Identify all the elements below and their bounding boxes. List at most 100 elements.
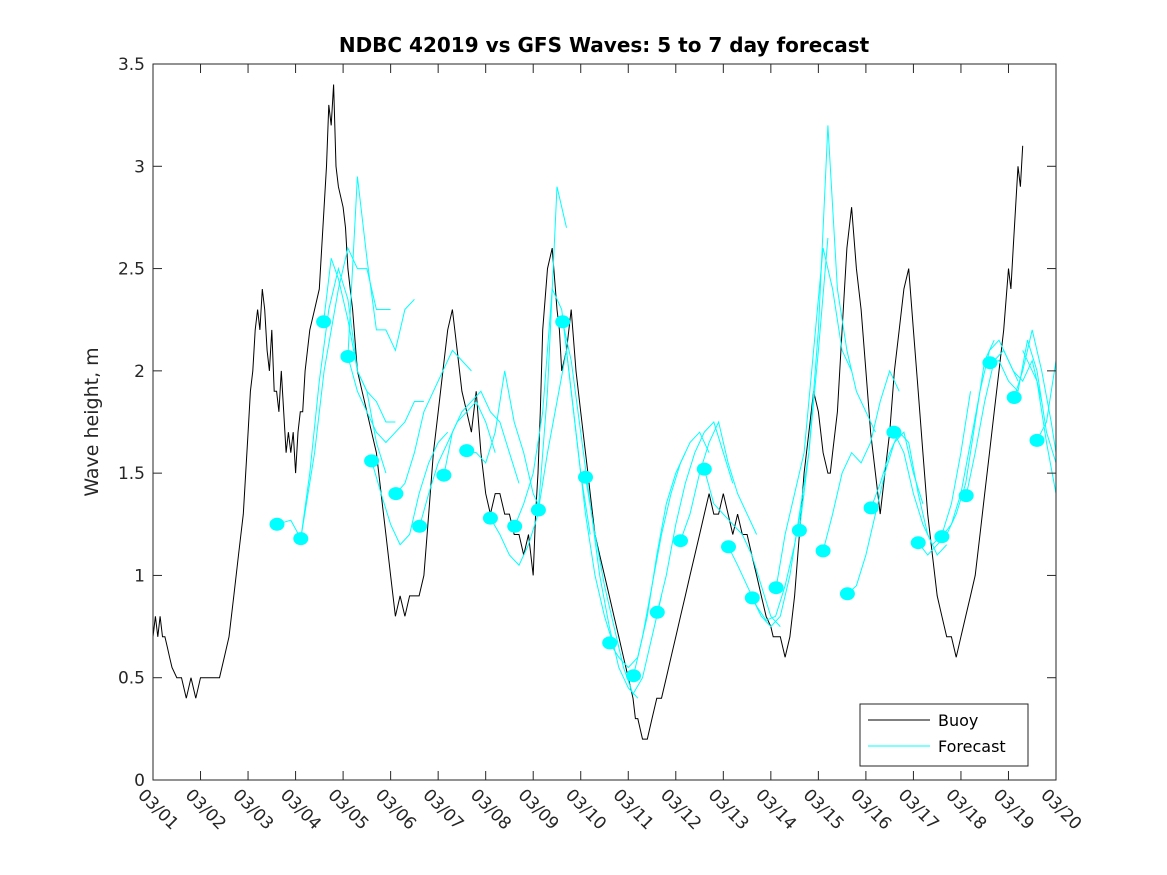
forecast-trace: [489, 186, 567, 567]
forecast-trace: [822, 369, 900, 552]
forecast-marker: [1006, 391, 1022, 404]
forecast-trace: [798, 125, 876, 531]
y-tick-label: 0: [134, 771, 145, 791]
x-tick-label: 03/07: [419, 785, 468, 834]
forecast-trace: [847, 431, 924, 595]
forecast-trace: [917, 339, 995, 556]
y-tick-label: 1.5: [118, 464, 145, 484]
forecast-marker: [696, 462, 712, 476]
forecast-trace: [1036, 360, 1056, 441]
forecast-marker: [602, 636, 618, 650]
forecast-trace: [751, 237, 829, 628]
x-tick-label: 03/10: [561, 785, 610, 834]
forecast-trace: [680, 420, 758, 541]
forecast-marker: [459, 444, 475, 458]
forecast-trace: [941, 339, 1019, 537]
forecast-marker: [364, 454, 380, 468]
x-tick-label: 03/01: [133, 785, 182, 834]
forecast-trace: [562, 321, 639, 699]
forecast-trace: [395, 349, 472, 494]
y-tick-label: 3.5: [118, 55, 145, 75]
forecast-trace: [775, 247, 853, 588]
forecast-marker: [839, 587, 855, 601]
forecast-marker: [673, 534, 688, 548]
x-tick-label: 03/02: [181, 785, 230, 834]
forecast-marker: [530, 503, 546, 517]
forecast-trace: [728, 493, 805, 622]
forecast-trace: [443, 390, 520, 484]
x-tick-label: 03/16: [846, 785, 895, 834]
forecast-trace: [371, 431, 449, 546]
x-tick-label: 03/03: [229, 785, 278, 834]
x-tick-label: 03/12: [656, 785, 705, 834]
forecast-marker: [863, 501, 879, 515]
y-tick-label: 1: [134, 566, 145, 586]
legend: Buoy Forecast: [859, 703, 1029, 767]
forecast-trace: [965, 349, 1043, 496]
x-tick-label: 03/04: [276, 785, 325, 834]
y-axis: 0 0.5 1 1.5 2 2.5 3 3.5: [118, 55, 1056, 791]
forecast-trace: [323, 258, 396, 423]
forecast-marker: [910, 536, 926, 550]
y-tick-label: 3: [134, 157, 145, 177]
forecast-trace: [347, 176, 415, 357]
forecast-marker: [649, 605, 665, 619]
legend-box: [859, 703, 1029, 767]
forecast-series: [276, 125, 1056, 699]
forecast-marker: [721, 540, 736, 554]
forecast-marker: [482, 511, 498, 525]
forecast-trace: [989, 340, 1056, 464]
forecast-marker: [269, 517, 285, 531]
x-tick-label: 03/17: [894, 785, 943, 834]
plot-area-frame: [152, 63, 1057, 781]
forecast-trace: [633, 431, 710, 676]
forecast-markers: [269, 315, 1045, 683]
forecast-trace: [347, 356, 424, 444]
x-tick-label: 03/13: [704, 785, 753, 834]
forecast-marker: [412, 519, 428, 533]
x-tick-label: 03/09: [514, 785, 563, 834]
x-tick-label: 03/18: [941, 785, 990, 834]
x-tick-label: 03/19: [989, 785, 1038, 834]
forecast-marker: [934, 530, 950, 544]
forecast-trace: [537, 350, 615, 648]
y-tick-label: 0.5: [118, 669, 145, 689]
forecast-marker: [815, 544, 831, 558]
forecast-trace: [1013, 329, 1056, 453]
forecast-trace: [300, 266, 387, 539]
forecast-marker: [791, 523, 807, 537]
forecast-trace: [419, 400, 496, 527]
chart-title: NDBC 42019 vs GFS Waves: 5 to 7 day fore…: [339, 33, 870, 57]
forecast-marker: [958, 489, 974, 503]
buoy-series: [153, 84, 1024, 740]
forecast-marker: [982, 356, 998, 370]
x-tick-label: 03/08: [466, 785, 515, 834]
y-tick-label: 2: [134, 362, 145, 382]
forecast-marker: [555, 315, 571, 329]
x-tick-label: 03/05: [324, 785, 373, 834]
forecast-trace: [609, 452, 686, 669]
forecast-trace: [514, 287, 591, 535]
x-tick-label: 03/14: [751, 785, 800, 834]
y-axis-label: Wave height, m: [81, 347, 103, 496]
legend-label-forecast: Forecast: [938, 737, 1006, 756]
x-tick-label: 03/20: [1036, 785, 1085, 834]
forecast-marker: [388, 487, 404, 501]
forecast-trace: [300, 246, 391, 539]
forecast-marker: [886, 425, 902, 439]
forecast-trace: [703, 468, 781, 627]
y-tick-label: 2.5: [118, 260, 145, 280]
forecast-marker: [507, 519, 523, 533]
forecast-trace: [893, 391, 971, 546]
x-tick-label: 03/06: [371, 785, 420, 834]
forecast-marker: [293, 532, 309, 546]
legend-label-buoy: Buoy: [938, 711, 978, 730]
forecast-marker: [340, 350, 356, 363]
forecast-marker: [578, 470, 593, 484]
forecast-trace: [1022, 350, 1056, 494]
x-tick-label: 03/11: [609, 785, 658, 834]
forecast-trace: [585, 477, 662, 696]
forecast-marker: [626, 669, 641, 683]
forecast-trace: [466, 370, 544, 515]
